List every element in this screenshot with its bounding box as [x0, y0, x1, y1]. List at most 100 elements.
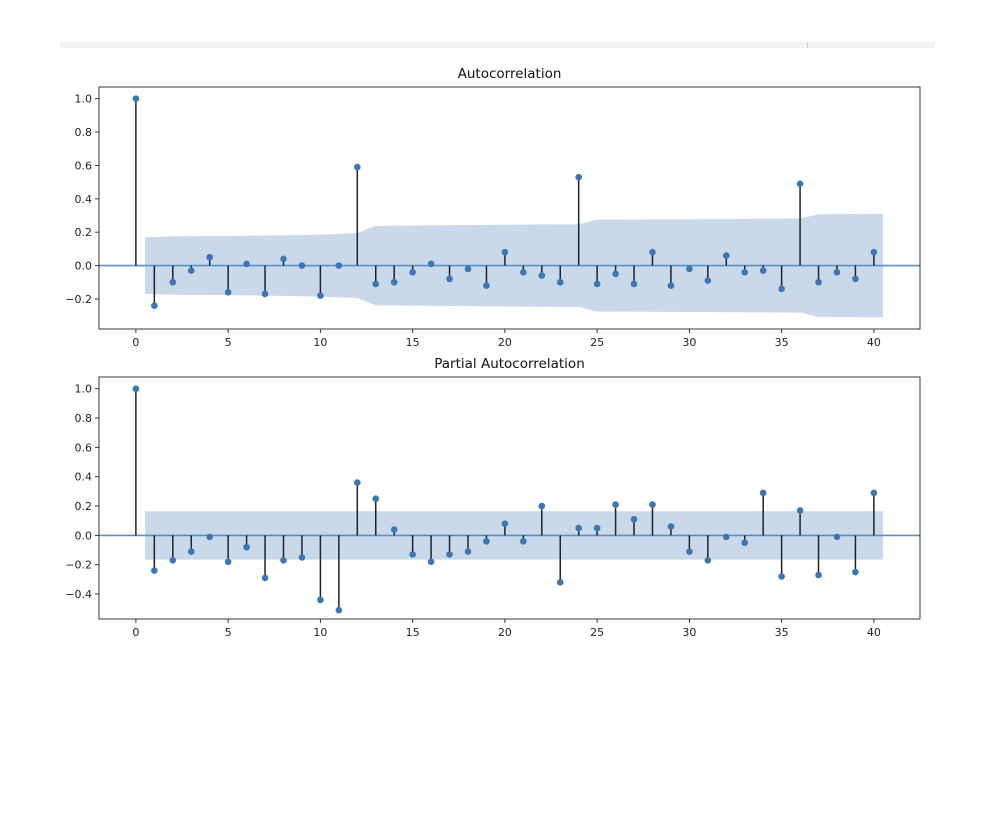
- pacf-marker-lag-15: [409, 551, 416, 558]
- acf-xtick-label: 0: [132, 336, 139, 349]
- acf-marker-lag-16: [427, 260, 435, 268]
- acf-marker-lag-7: [261, 290, 269, 298]
- pacf-ytick-label: 0.4: [75, 471, 93, 484]
- pacf-marker-lag-21: [520, 537, 527, 545]
- pacf-ytick-label: 0.2: [75, 500, 93, 513]
- acf-xtick-label: 20: [498, 336, 512, 349]
- pacf-marker-lag-16: [427, 558, 435, 566]
- pacf-marker-lag-34: [759, 489, 767, 497]
- acf-marker-lag-20: [501, 248, 509, 256]
- acf-ytick-label: 0.6: [75, 159, 93, 172]
- acf-marker-lag-10: [317, 292, 324, 299]
- acf-marker-lag-5: [224, 288, 232, 296]
- pacf-marker-lag-30: [686, 548, 693, 555]
- pacf-chart-title: Partial Autocorrelation: [434, 356, 585, 372]
- acf-ytick-label: 0.0: [75, 260, 93, 273]
- pacf-marker-lag-25: [593, 524, 601, 532]
- acf-marker-lag-40: [870, 248, 878, 256]
- acf-marker-lag-17: [446, 275, 453, 283]
- acf-marker-lag-13: [372, 280, 380, 288]
- pacf-xtick-label: 10: [313, 626, 327, 639]
- pacf-marker-lag-17: [446, 551, 453, 558]
- pacf-marker-lag-6: [243, 543, 250, 551]
- acf-xtick-label: 30: [682, 336, 696, 349]
- acf-marker-lag-1: [151, 302, 158, 309]
- pacf-xtick-label: 30: [682, 626, 696, 639]
- pacf-marker-lag-24: [575, 524, 582, 532]
- pacf-marker-lag-29: [667, 523, 675, 530]
- pacf-ytick-label: 1.0: [75, 383, 93, 396]
- pacf-marker-lag-33: [741, 539, 749, 547]
- acf-marker-lag-0: [132, 95, 140, 102]
- pacf-marker-lag-28: [649, 501, 656, 508]
- pacf-marker-lag-36: [796, 507, 804, 514]
- pacf-marker-lag-9: [298, 554, 306, 561]
- acf-marker-lag-19: [483, 282, 490, 289]
- pacf-marker-lag-32: [722, 533, 730, 541]
- pacf-ytick-label: 0.6: [75, 441, 93, 454]
- acf-ytick-label: 0.4: [75, 193, 93, 206]
- pacf-marker-lag-31: [704, 557, 712, 564]
- pacf-marker-lag-20: [501, 520, 509, 527]
- acf-marker-lag-24: [575, 173, 582, 181]
- pacf-xtick-label: 25: [590, 626, 604, 639]
- acf-xtick-label: 5: [225, 336, 232, 349]
- acf-marker-lag-33: [741, 268, 749, 276]
- pacf-ytick-label: 0.0: [75, 529, 93, 542]
- acf-marker-lag-8: [280, 255, 287, 263]
- pacf-marker-lag-14: [390, 526, 398, 533]
- acf-marker-lag-31: [704, 277, 712, 284]
- acf-marker-lag-9: [298, 262, 306, 269]
- pacf-marker-lag-8: [280, 557, 287, 564]
- pacf-marker-lag-39: [852, 568, 859, 576]
- pacf-ytick-label: 0.8: [75, 412, 93, 425]
- acf-chart: 0 5 10 15 20 25 30 35 40 1.0 0.8 0.6 0.4 0.2 0.0 −0.2 Au…: [65, 66, 921, 349]
- pacf-xtick-label: 20: [498, 626, 512, 639]
- pacf-marker-lag-4: [206, 533, 213, 541]
- pacf-xtick-label: 40: [867, 626, 881, 639]
- pacf-xtick-label: 15: [406, 626, 420, 639]
- acf-marker-lag-32: [722, 252, 730, 259]
- acf-marker-lag-26: [612, 270, 619, 278]
- pacf-plot-frame: [98, 376, 921, 620]
- acf-marker-lag-11: [335, 262, 343, 269]
- pacf-marker-lag-5: [224, 558, 232, 566]
- acf-marker-lag-21: [520, 268, 527, 276]
- acf-xtick-label: 15: [406, 336, 420, 349]
- pacf-marker-lag-12: [353, 479, 361, 486]
- pacf-xtick-label: 35: [775, 626, 789, 639]
- acf-marker-lag-27: [630, 280, 638, 288]
- pacf-marker-lag-38: [833, 533, 841, 541]
- acf-xtick-label: 35: [775, 336, 789, 349]
- pacf-marker-lag-13: [372, 495, 380, 503]
- pacf-ytick-label: −0.4: [65, 588, 92, 601]
- acf-marker-lag-39: [852, 275, 859, 283]
- pacf-marker-lag-1: [151, 567, 158, 574]
- acf-marker-lag-3: [187, 267, 195, 274]
- pacf-xtick-label: 0: [132, 626, 139, 639]
- pacf-marker-lag-10: [317, 596, 324, 604]
- acf-ytick-label: 0.2: [75, 226, 93, 239]
- divider-tick: [807, 42, 808, 48]
- acf-ytick-label: −0.2: [65, 293, 92, 306]
- notebook-output-divider: [60, 42, 935, 48]
- acf-marker-lag-30: [686, 265, 693, 273]
- acf-ytick-label: 0.8: [75, 126, 93, 139]
- pacf-marker-lag-7: [261, 574, 269, 582]
- acf-marker-lag-15: [409, 268, 416, 276]
- acf-marker-lag-38: [833, 268, 841, 276]
- pacf-marker-lag-35: [778, 573, 785, 580]
- acf-marker-lag-35: [778, 285, 785, 293]
- pacf-marker-lag-22: [538, 502, 546, 510]
- acf-marker-lag-14: [390, 278, 398, 286]
- acf-marker-lag-36: [796, 180, 804, 188]
- acf-marker-lag-4: [206, 253, 213, 261]
- acf-ytick-label: 1.0: [75, 93, 93, 106]
- pacf-marker-lag-37: [815, 571, 822, 579]
- pacf-marker-lag-27: [630, 515, 638, 523]
- acf-xtick-label: 10: [313, 336, 327, 349]
- acf-xtick-label: 25: [590, 336, 604, 349]
- acf-plot-frame: [98, 86, 921, 330]
- pacf-ytick-label: −0.2: [65, 559, 92, 572]
